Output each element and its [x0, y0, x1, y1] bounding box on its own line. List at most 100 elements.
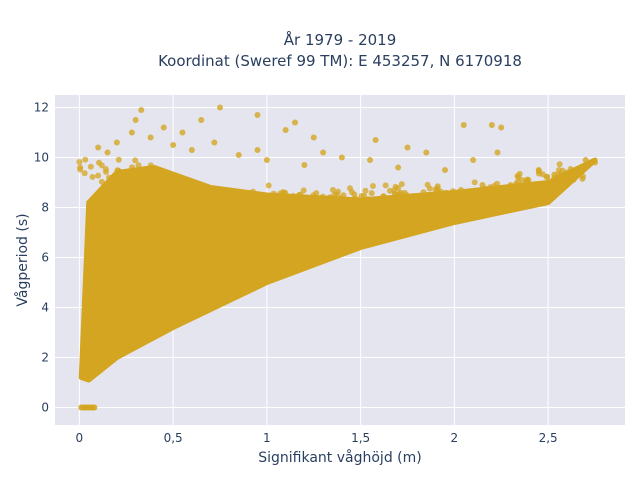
data-point: [300, 187, 307, 194]
data-point: [196, 183, 203, 190]
outlier-point: [147, 134, 154, 141]
data-point: [440, 195, 447, 202]
data-point: [95, 172, 102, 179]
data-point: [362, 187, 369, 194]
data-point: [495, 190, 502, 197]
outlier-point: [95, 144, 102, 151]
data-point: [485, 193, 492, 200]
data-point: [277, 203, 284, 210]
data-point: [515, 174, 522, 181]
data-point: [329, 186, 336, 193]
data-point: [401, 189, 408, 196]
outlier-point: [113, 139, 120, 146]
data-point: [114, 167, 121, 174]
y-tick-label: 8: [41, 201, 49, 215]
data-point: [103, 169, 110, 176]
zero-period-point: [91, 404, 98, 411]
outlier-point: [582, 157, 589, 163]
data-point: [203, 199, 210, 206]
data-point: [252, 191, 259, 198]
outlier-point: [282, 127, 289, 133]
outlier-point: [132, 117, 139, 123]
data-point: [237, 192, 244, 199]
x-tick-label: 2: [451, 431, 459, 445]
data-point: [340, 192, 347, 199]
data-point: [175, 202, 182, 209]
data-point: [534, 187, 541, 194]
data-point: [392, 183, 399, 190]
outlier-point: [160, 124, 167, 131]
data-point: [326, 194, 333, 201]
data-point: [551, 174, 558, 181]
x-axis-label: Signifikant våghöjd (m): [258, 449, 421, 466]
data-point: [176, 197, 183, 204]
data-point: [324, 206, 331, 213]
outlier-point: [138, 107, 145, 113]
data-point: [147, 162, 154, 169]
data-point: [331, 191, 338, 198]
data-point: [442, 189, 449, 196]
outlier-point: [301, 162, 308, 168]
data-point: [154, 200, 161, 207]
y-tick-label: 12: [34, 101, 49, 115]
outlier-point: [535, 167, 542, 173]
outlier-point: [235, 152, 242, 158]
data-point: [391, 190, 398, 197]
data-point: [501, 188, 508, 195]
data-point: [458, 186, 465, 193]
data-point: [365, 196, 372, 203]
data-point: [81, 170, 88, 177]
x-tick-label: 0: [76, 431, 84, 445]
data-point: [482, 188, 489, 195]
outlier-point: [498, 124, 505, 131]
data-point: [278, 196, 285, 203]
y-tick-label: 2: [41, 351, 49, 365]
data-point: [87, 163, 94, 170]
data-point: [544, 173, 551, 180]
data-point: [77, 166, 84, 173]
data-point: [153, 185, 160, 192]
y-tick-label: 0: [41, 401, 49, 415]
data-point: [559, 177, 566, 184]
data-point: [471, 179, 478, 186]
y-tick-label: 10: [34, 151, 49, 165]
data-point: [487, 184, 494, 191]
data-point: [120, 172, 127, 179]
data-point: [398, 181, 405, 188]
outlier-point: [592, 159, 598, 166]
data-point: [436, 199, 443, 206]
outlier-point: [442, 167, 448, 173]
data-point: [290, 192, 297, 199]
data-point: [374, 201, 381, 208]
y-axis-label: Vågperiod (s): [14, 213, 31, 306]
x-tick-label: 2,5: [539, 431, 558, 445]
data-point: [347, 185, 354, 192]
data-point: [494, 180, 501, 187]
data-point: [265, 182, 272, 189]
data-point: [115, 178, 122, 185]
outlier-point: [395, 164, 402, 171]
outlier-point: [338, 154, 345, 161]
data-point: [310, 192, 317, 199]
data-point: [155, 190, 162, 197]
outlier-point: [404, 144, 411, 151]
y-tick-label: 4: [41, 301, 49, 315]
data-point: [285, 197, 292, 204]
data-point: [216, 196, 223, 203]
data-point: [466, 188, 473, 195]
data-point: [555, 166, 562, 173]
outlier-point: [292, 119, 298, 126]
data-point: [419, 196, 426, 203]
data-point: [433, 188, 440, 195]
chart-title-line-1: År 1979 - 2019: [284, 30, 397, 49]
outlier-point: [320, 149, 327, 156]
data-point: [98, 178, 105, 185]
data-point: [137, 174, 144, 181]
data-point: [205, 191, 212, 198]
outlier-point: [179, 129, 186, 136]
outlier-point: [310, 134, 317, 141]
data-point: [368, 190, 375, 197]
data-point: [129, 164, 136, 171]
data-point: [162, 198, 169, 205]
